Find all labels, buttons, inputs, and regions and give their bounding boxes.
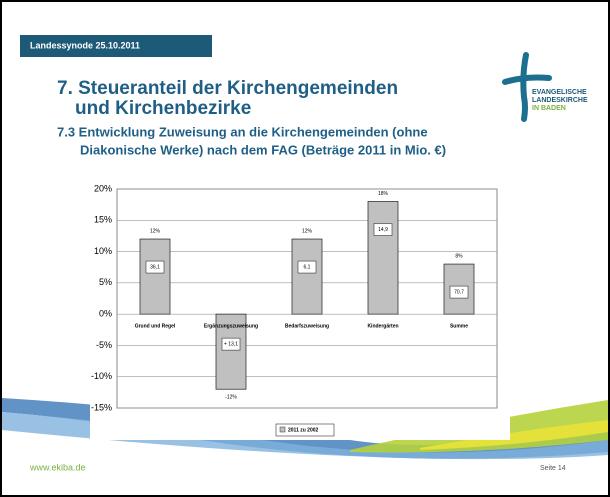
- x-tick-label: Kindergärten: [367, 323, 398, 329]
- y-tick-label: 0%: [99, 309, 112, 319]
- y-tick-label: -10%: [91, 371, 112, 381]
- y-tick-label: 20%: [94, 183, 112, 193]
- legend-label: 2011 zu 2002: [288, 427, 319, 433]
- bar: [367, 201, 399, 315]
- data-label: 12%: [302, 228, 313, 234]
- logo-cross: [502, 52, 552, 122]
- subtitle: 7.3 Entwicklung Zuweisung an die Kirchen…: [57, 124, 428, 139]
- bar: [215, 313, 247, 390]
- box-label: 14,9: [378, 227, 388, 233]
- bar: [139, 238, 171, 315]
- title: und Kirchenbezirke: [75, 98, 251, 119]
- x-tick-label: Grund und Regel: [135, 323, 176, 329]
- data-label: 12%: [150, 228, 161, 234]
- data-label: -12%: [225, 395, 237, 401]
- chart: 20% 15% 10% 5% 0% -5% -10% -15% 12% 36,1 Grund und…: [91, 183, 498, 437]
- y-tick-label: 15%: [94, 215, 112, 225]
- header-bar: [20, 35, 212, 57]
- legend-swatch: [279, 426, 286, 433]
- box-label: 36,1: [150, 264, 160, 270]
- x-tick-label: Summe: [450, 323, 468, 329]
- box-label: + 13,1: [224, 341, 238, 347]
- box: [297, 260, 317, 274]
- footer-page: Seite 14: [540, 465, 566, 472]
- x-tick-label: Bedarfszuweisung: [285, 323, 329, 329]
- y-tick-label: 10%: [94, 246, 112, 256]
- x-tick-label: Ergänzungszuweisung: [204, 323, 258, 329]
- box: [373, 223, 393, 236]
- logo-text: EVANGELISCHE: [532, 89, 587, 96]
- y-tick-label: -5%: [96, 340, 112, 350]
- y-tick-label: -15%: [91, 402, 112, 412]
- box: [145, 260, 165, 274]
- box: [221, 337, 241, 351]
- box-label: 6,1: [304, 264, 311, 270]
- wave: [420, 420, 608, 450]
- y-tick-label: 5%: [99, 277, 112, 287]
- bar: [291, 238, 323, 315]
- header-label: Landessynode 25.10.2011: [30, 40, 140, 50]
- data-label: 8%: [455, 253, 463, 259]
- logo-text: IN BADEN: [532, 105, 566, 112]
- data-label: 18%: [378, 191, 389, 197]
- box: [449, 285, 469, 299]
- legend-frame: [275, 423, 335, 437]
- subtitle: Diakonische Werke) nach dem FAG (Beträge…: [80, 142, 446, 157]
- box-label: 70,7: [454, 289, 464, 295]
- logo-text: LANDESKIRCHE: [532, 97, 588, 104]
- footer-url: www.ekiba.de: [29, 462, 86, 472]
- title: 7. Steueranteil der Kirchengemeinden: [57, 78, 398, 99]
